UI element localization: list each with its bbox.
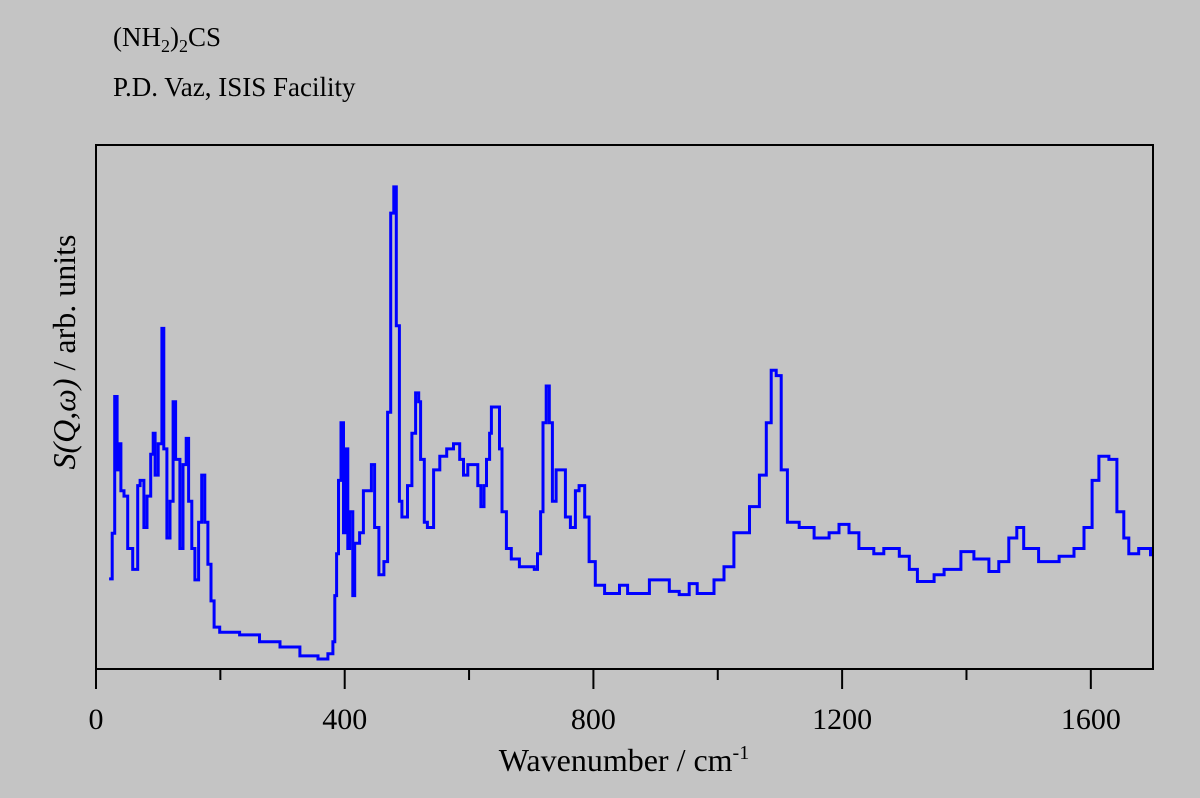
plot-frame xyxy=(95,144,1154,670)
title-part: (NH xyxy=(113,22,161,52)
x-tick-label: 800 xyxy=(571,703,616,736)
x-tick-label: 400 xyxy=(322,703,367,736)
title-part: CS xyxy=(188,22,222,52)
x-axis-label: Wavenumber / cm-1 xyxy=(499,742,749,778)
x-tick-label: 1600 xyxy=(1061,703,1121,736)
chart-title: (NH2)2CS xyxy=(113,22,222,56)
title-part: ) xyxy=(170,22,179,52)
series-line xyxy=(109,185,1152,661)
chart-subtitle: P.D. Vaz, ISIS Facility xyxy=(113,72,356,102)
x-tick-label: 0 xyxy=(89,703,104,736)
y-axis-label: S(Q,ω) / arb. units xyxy=(46,235,82,470)
title-subscript: 2 xyxy=(161,36,170,56)
x-tick-label: 1200 xyxy=(812,703,872,736)
title-subscript: 2 xyxy=(179,36,188,56)
